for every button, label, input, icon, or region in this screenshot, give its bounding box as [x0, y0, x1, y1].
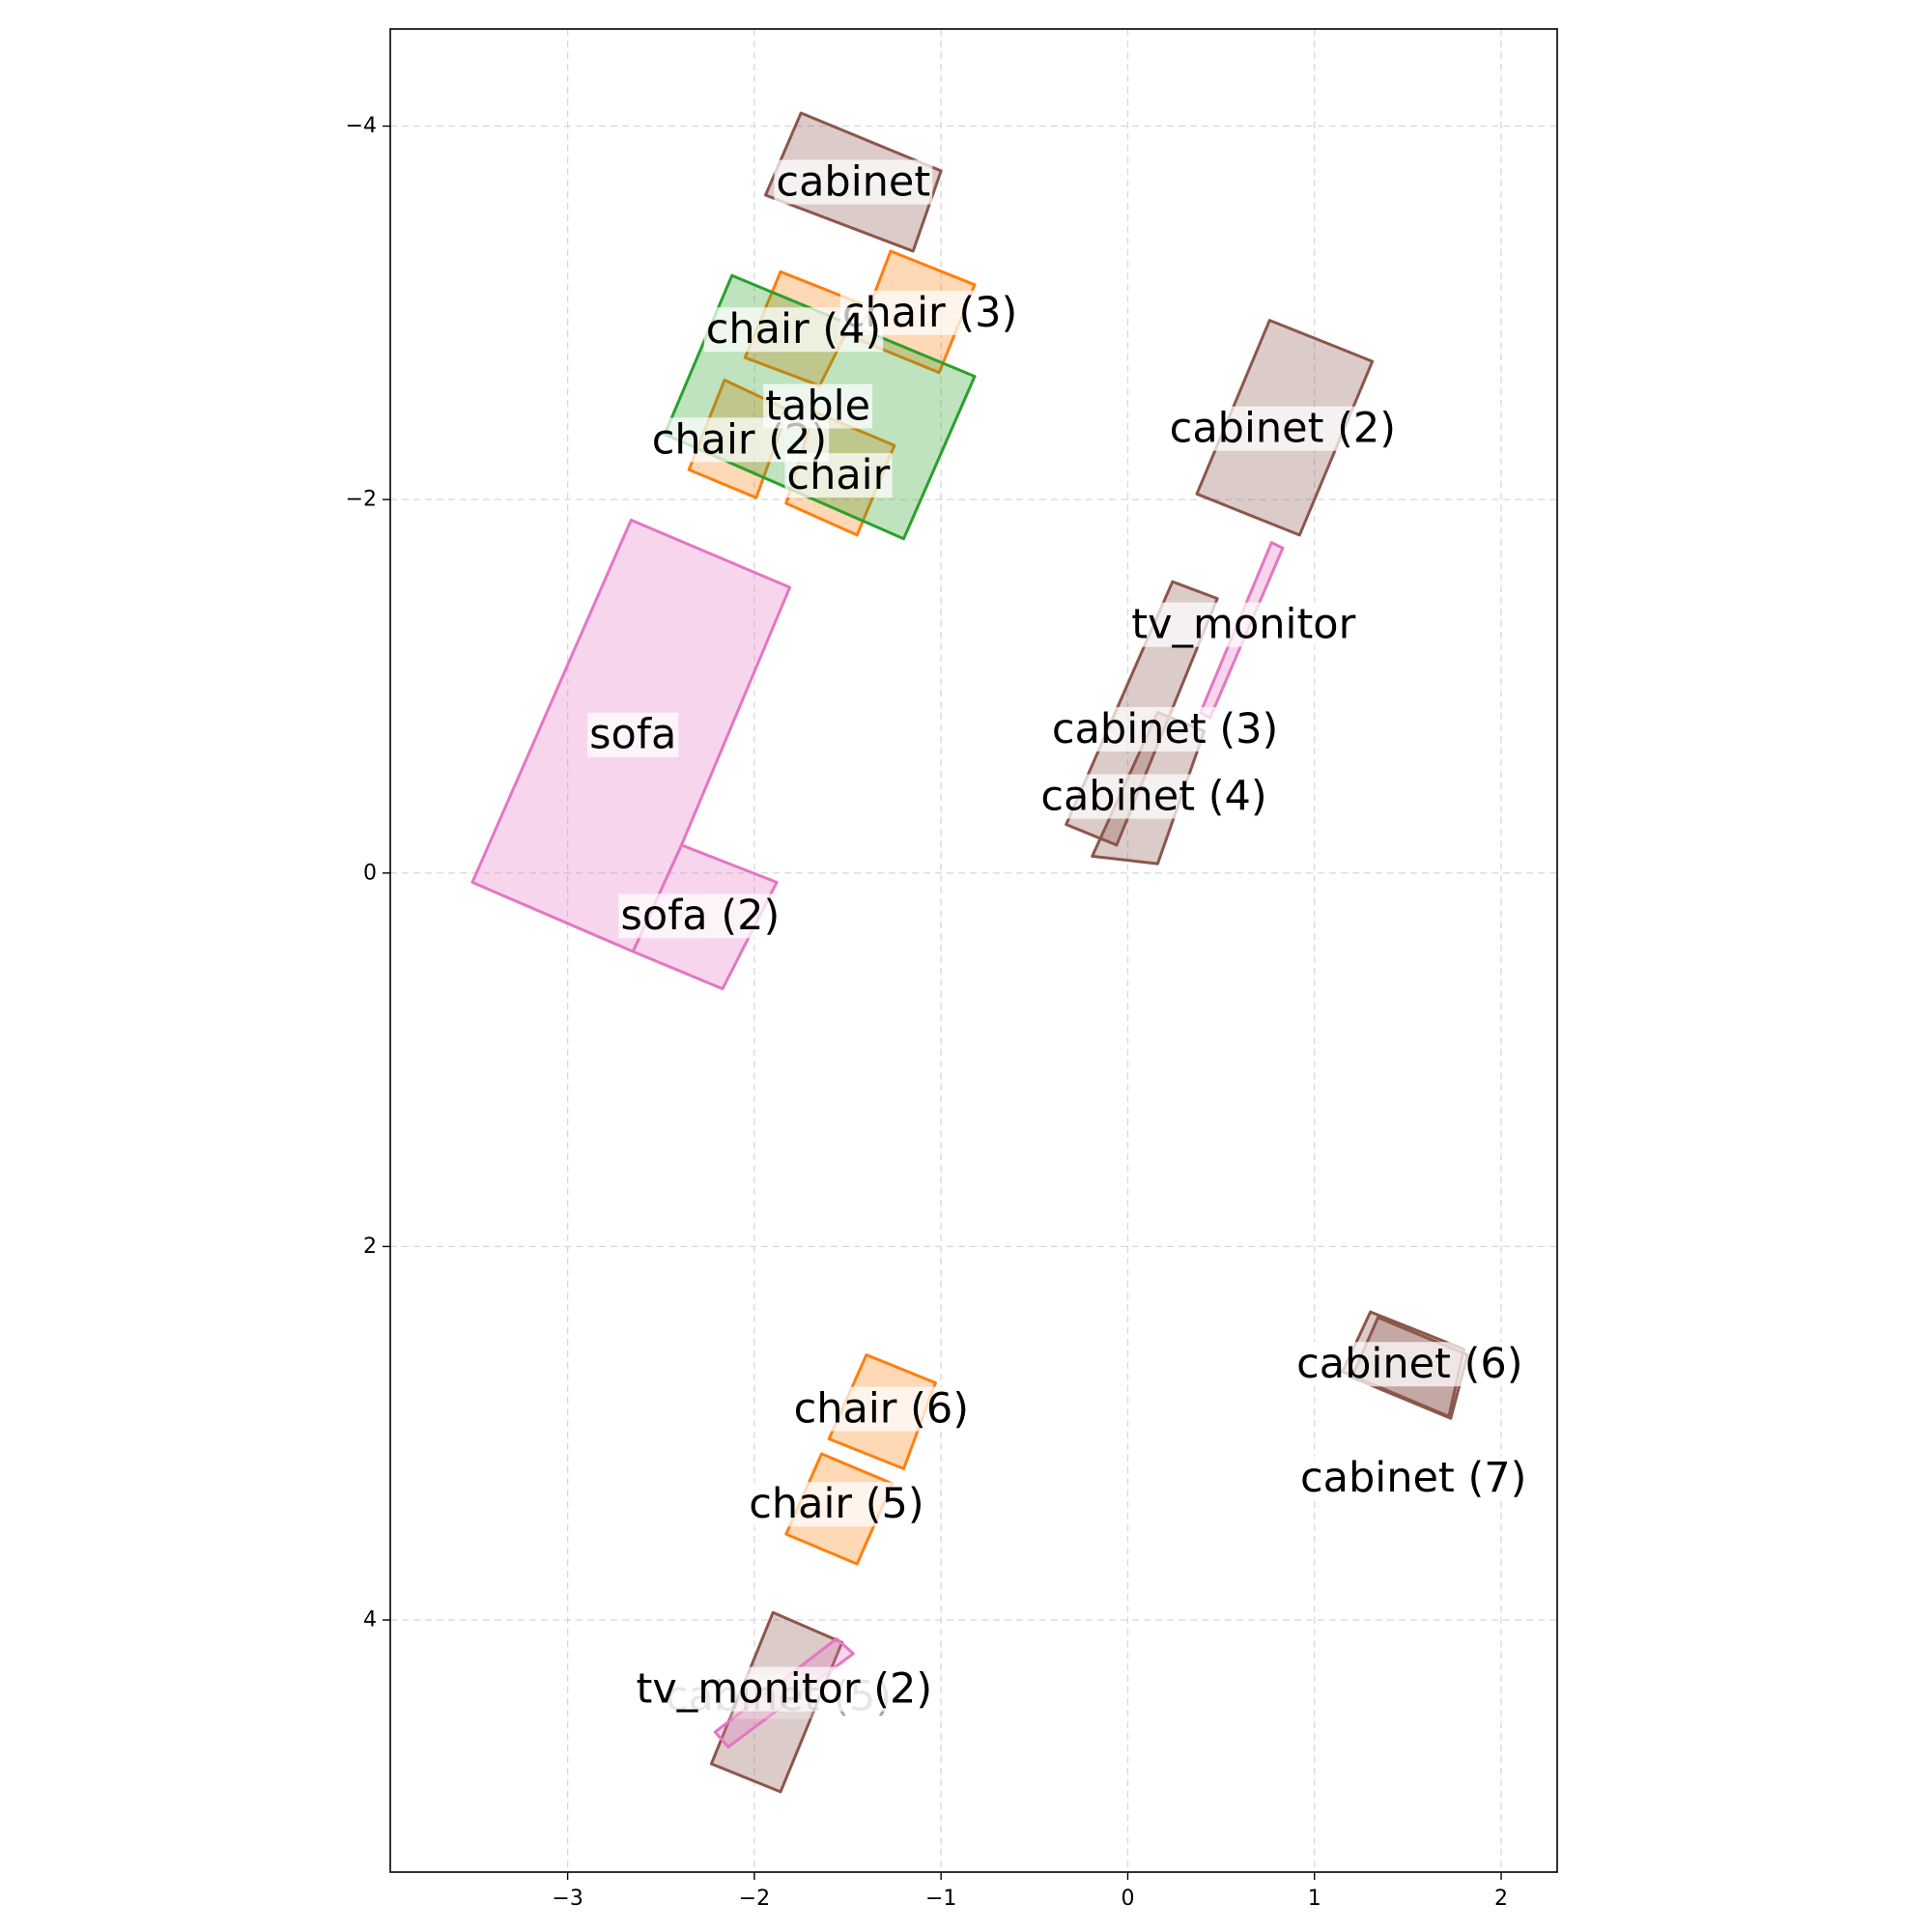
label-tv-monitor-2: tv_monitor (2) [634, 1665, 935, 1714]
label-chair-4: chair (4) [703, 305, 884, 354]
label-cabinet-3: cabinet (3) [1049, 705, 1281, 753]
label-text: cabinet (4) [1040, 773, 1266, 821]
label-background [763, 384, 873, 429]
label-background [747, 1482, 926, 1527]
label-chair-5: chair (5) [747, 1480, 926, 1528]
label-text: chair (4) [706, 305, 881, 354]
x-tick-label: 0 [1121, 1887, 1134, 1911]
label-background [703, 307, 884, 353]
label-text: cabinet [776, 158, 930, 207]
label-text: cabinet (3) [1052, 705, 1278, 753]
label-chair-2: chair (2) [649, 415, 830, 464]
label-chair-6: chair (6) [791, 1385, 972, 1434]
label-text: cabinet (6) [1296, 1340, 1522, 1388]
label-background [1038, 774, 1269, 819]
x-tick-label: −1 [925, 1887, 956, 1911]
object-footprints [470, 111, 1469, 1794]
label-background [587, 712, 679, 757]
y-tick-label: 4 [363, 1608, 377, 1633]
y-tick-label: −4 [346, 114, 377, 138]
label-background [1049, 706, 1281, 752]
label-background [791, 1386, 972, 1432]
label-cabinet-4: cabinet (4) [1038, 773, 1269, 821]
label-text: chair (6) [794, 1385, 969, 1434]
label-background [1129, 602, 1358, 647]
axis-ticks: −3 −2 −1 0 1 2 −4 −2 0 2 4 [346, 114, 1508, 1911]
label-sofa-2: sofa (2) [618, 892, 782, 940]
label-background [774, 159, 933, 205]
label-text: cabinet (7) [1300, 1454, 1526, 1502]
label-background [1167, 406, 1399, 451]
label-text: table [765, 382, 870, 430]
y-tick-label: 2 [363, 1235, 377, 1259]
x-tick-label: −3 [552, 1887, 582, 1911]
label-text: tv_monitor [1131, 601, 1355, 649]
label-cabinet: cabinet [774, 158, 933, 207]
label-text: tv_monitor (2) [637, 1665, 933, 1714]
label-tv-monitor: tv_monitor [1129, 601, 1358, 649]
label-text: sofa [589, 711, 676, 759]
label-cabinet-7: cabinet (7) [1297, 1454, 1529, 1502]
label-background [1294, 1342, 1525, 1387]
plot-frame [389, 28, 1558, 1873]
label-text: sofa (2) [620, 892, 780, 940]
label-sofa: sofa [587, 711, 679, 759]
label-text: chair (5) [749, 1480, 923, 1528]
label-background [618, 894, 782, 939]
y-tick-label: −2 [346, 488, 377, 512]
x-tick-label: −2 [739, 1887, 770, 1911]
y-tick-label: 0 [363, 861, 377, 885]
label-background [634, 1666, 935, 1712]
label-table: table [763, 382, 873, 430]
label-background [1297, 1456, 1529, 1501]
x-tick-label: 1 [1308, 1887, 1321, 1911]
label-text: cabinet (2) [1170, 405, 1396, 453]
x-tick-label: 2 [1494, 1887, 1508, 1911]
label-cabinet-2: cabinet (2) [1167, 405, 1399, 453]
label-cabinet-6: cabinet (6) [1294, 1340, 1525, 1388]
object-labels: cabinet cabinet (2) cabinet (3) cabinet (4)… [587, 158, 1529, 1720]
